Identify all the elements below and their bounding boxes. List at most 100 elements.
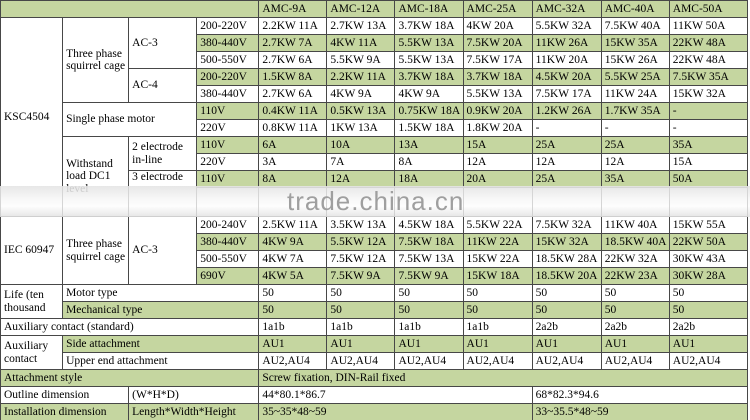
value-cell: 22KW 50A [668, 233, 749, 251]
value-cell: 3.7KW 18A [394, 68, 464, 86]
voltage-cell: 380-440V [196, 85, 260, 103]
value-cell: 50 [668, 301, 749, 319]
value-cell: 22KW 48A [668, 34, 749, 52]
value-cell: 2a2b [668, 318, 749, 336]
value-cell: 2.7KW 13A [326, 17, 396, 35]
value-cell-installation-large: 33~35.5*48~59 [531, 403, 749, 420]
value-cell: 25A [531, 136, 602, 154]
value-cell: 2.7KW 6A [258, 51, 328, 69]
value-cell: 4.5KW 18A [394, 216, 464, 234]
value-cell: 0.9KW 20A [462, 102, 533, 120]
value-cell: AU1 [531, 335, 602, 353]
table-row: 380-440V 2.7KW 7A 4KW 11A 5.5KW 13A 7.5K… [1, 34, 749, 52]
value-cell: 15KW 35A [600, 34, 670, 52]
row-label-aux-contact-standard: Auxiliary contact (standard) [0, 318, 260, 336]
value-cell: 50 [600, 301, 670, 319]
value-cell: 18.5KW 40A [600, 233, 670, 251]
value-cell: 2a2b [600, 318, 670, 336]
value-cell: 4KW 9A [258, 233, 328, 251]
value-cell: 1.5KW 8A [258, 68, 328, 86]
value-cell: 0.4KW 11A [258, 102, 328, 120]
value-cell: 7A [326, 153, 396, 171]
value-cell: AU2,AU4 [394, 352, 464, 370]
value-cell: 50 [326, 301, 396, 319]
washed-cell [600, 187, 670, 217]
value-cell: 15KW 18A [462, 267, 533, 285]
value-cell: AU2,AU4 [531, 352, 602, 370]
value-cell: 1a1b [462, 318, 533, 336]
value-cell: 15A [462, 136, 533, 154]
value-cell: 11KW 20A [531, 51, 602, 69]
value-cell: 35A [668, 136, 749, 154]
value-cell: 30KW 43A [668, 250, 749, 268]
value-cell: AU1 [258, 335, 328, 353]
value-cell: - [668, 102, 749, 120]
value-cell: 50 [668, 284, 749, 302]
value-cell: 4KW 7A [258, 250, 328, 268]
value-cell: 15KW 32A [531, 233, 602, 251]
value-cell: 11KW 26A [531, 34, 602, 52]
value-cell: 2.2KW 11A [258, 17, 328, 35]
voltage-cell: 220V [196, 119, 260, 137]
header-empty-cell [0, 0, 260, 18]
value-cell: 11KW 40A [600, 216, 670, 234]
value-cell: 0.8KW 11A [258, 119, 328, 137]
value-cell: 5.5KW 32A [531, 17, 602, 35]
value-cell: 7.5KW 40A [600, 17, 670, 35]
value-cell: 4.5KW 20A [531, 68, 602, 86]
washed-cell [326, 187, 396, 217]
value-cell: 50 [531, 284, 602, 302]
row-label-withstand-dc1: Withstand load DC1 level [62, 136, 130, 217]
value-cell: 7.5KW 9A [394, 267, 464, 285]
row-label-three-phase-squirrel-cage-iec: Three phase squirrel cage [62, 216, 130, 285]
value-cell: 5.5KW 12A [326, 233, 396, 251]
value-cell: 2.7KW 6A [258, 85, 328, 103]
value-cell: 18.5KW 20A [531, 267, 602, 285]
value-cell: 7.5KW 9A [326, 267, 396, 285]
voltage-cell: 380-440V [196, 233, 260, 251]
voltage-cell: 200-220V [196, 68, 260, 86]
value-cell: 2.5KW 11A [258, 216, 328, 234]
table-row: Installation dimension Length*Width*Heig… [0, 403, 749, 420]
value-cell: 7.5KW 17A [462, 51, 533, 69]
row-label-whd: (W*H*D) [128, 386, 260, 404]
table-row: Upper end attachment AU2,AU4 AU2,AU4 AU2… [1, 352, 749, 370]
value-cell: 4KW 11A [326, 34, 396, 52]
table-row: Attachment style Screw fixation, DIN-Rai… [0, 369, 748, 387]
table-row: Outline dimension (W*H*D) 44*80.1*86.7 6… [0, 386, 749, 404]
value-cell: AU2,AU4 [326, 352, 396, 370]
washed-cell [668, 187, 749, 217]
table-row: Mechanical type 50 50 50 50 50 50 50 [1, 301, 749, 319]
value-cell: 35A [600, 170, 670, 188]
row-label-outline-dimension: Outline dimension [0, 386, 130, 404]
value-cell: 11KW 24A [600, 85, 670, 103]
table-row: Withstand load DC1 level 2 electrode in-… [1, 136, 749, 217]
value-cell: 22KW 32A [600, 250, 670, 268]
column-header: AMC-32A [531, 0, 602, 18]
value-cell: 12A [531, 153, 602, 171]
value-cell: 50 [258, 284, 328, 302]
washed-cell [196, 187, 260, 217]
value-cell: AU1 [394, 335, 464, 353]
value-cell: 5.5KW 13A [462, 85, 533, 103]
value-cell: 12A [462, 153, 533, 171]
value-cell: 3.7KW 18A [462, 68, 533, 86]
value-cell: AU1 [600, 335, 670, 353]
row-label-side-attachment: Side attachment [62, 335, 260, 353]
value-cell: 7.5KW 12A [326, 250, 396, 268]
column-header: AMC-12A [326, 0, 396, 18]
value-cell: 25A [531, 170, 602, 188]
value-cell: 50 [462, 301, 533, 319]
row-label-iec60947: IEC 60947 [0, 216, 64, 285]
table-header-row: AMC-9A AMC-12A AMC-18A AMC-25A AMC-32A A… [0, 0, 749, 18]
voltage-cell: 500-550V [196, 250, 260, 268]
row-label-life: Life (ten thousand [0, 284, 64, 319]
value-cell: 5.5KW 13A [394, 34, 464, 52]
value-cell: 4KW 9A [326, 85, 396, 103]
table-row: Auxiliary contact Side attachment AU1 AU… [0, 335, 749, 370]
washed-cell [258, 187, 328, 217]
voltage-cell: 110V [196, 136, 260, 154]
table-row: 380-440V 2.7KW 6A 4KW 9A 4KW 9A 5.5KW 13… [1, 85, 749, 103]
value-cell: 20A [462, 170, 533, 188]
